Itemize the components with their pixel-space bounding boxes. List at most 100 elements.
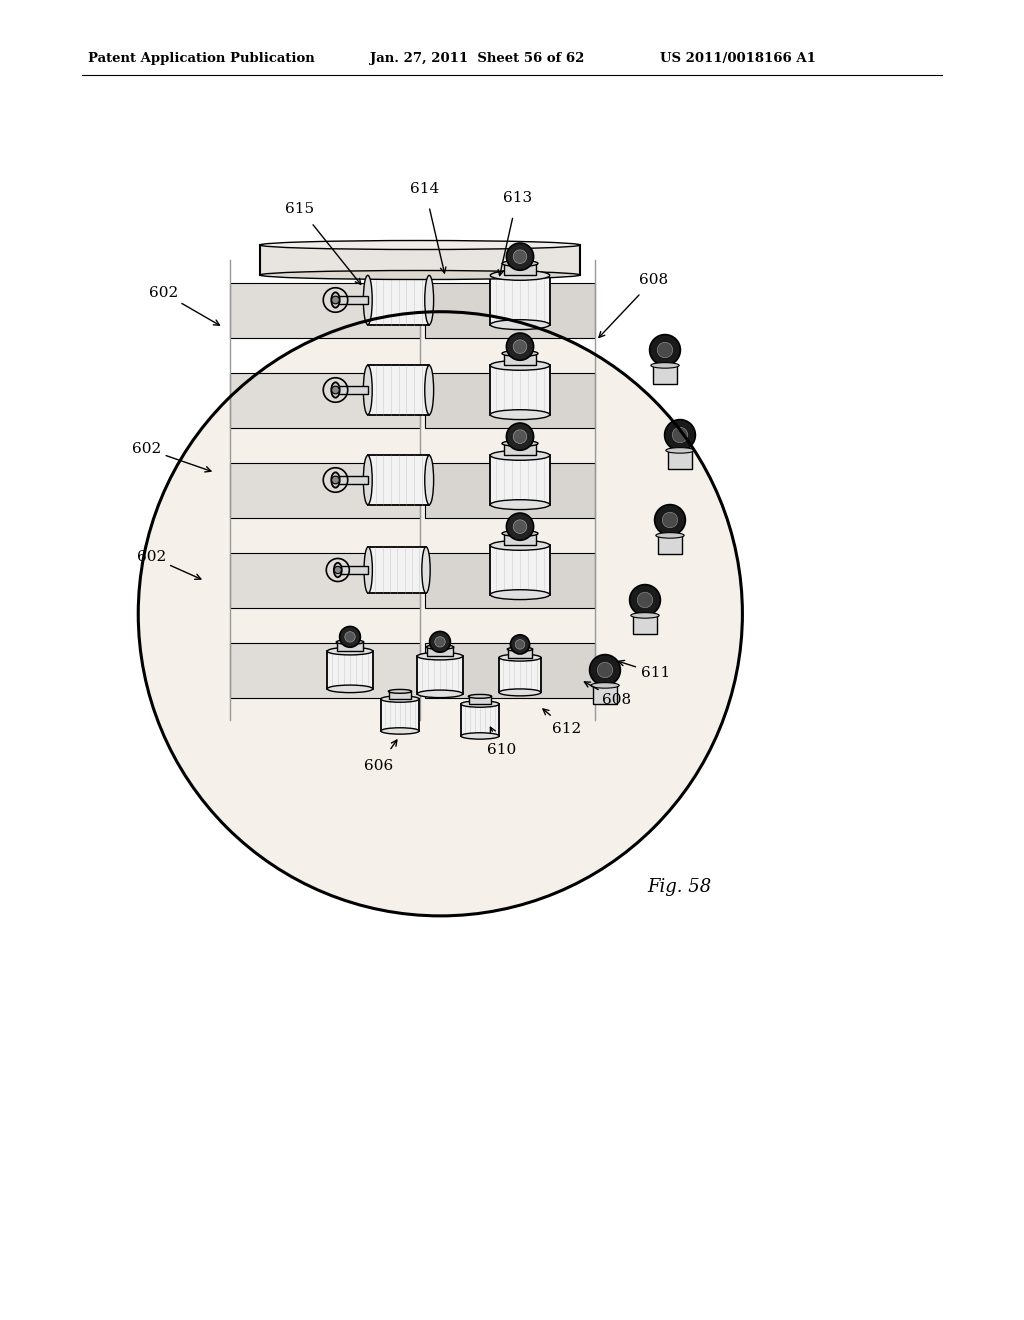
Bar: [490, 276, 550, 325]
Ellipse shape: [502, 351, 538, 356]
Circle shape: [345, 632, 355, 642]
Bar: [230, 282, 420, 338]
Bar: [368, 276, 429, 325]
Bar: [338, 566, 369, 574]
Ellipse shape: [332, 292, 340, 308]
Circle shape: [513, 339, 526, 354]
Text: 602: 602: [137, 550, 166, 564]
Bar: [260, 246, 580, 275]
Text: 611: 611: [641, 667, 670, 680]
Bar: [490, 545, 550, 594]
Ellipse shape: [364, 366, 372, 414]
Bar: [504, 354, 537, 366]
Bar: [338, 642, 362, 651]
Text: 612: 612: [552, 722, 581, 735]
Ellipse shape: [260, 271, 580, 280]
Bar: [499, 657, 541, 693]
Ellipse shape: [490, 271, 550, 280]
Text: 602: 602: [150, 286, 178, 300]
Bar: [504, 444, 537, 455]
Bar: [425, 282, 595, 338]
Ellipse shape: [490, 540, 550, 550]
Bar: [504, 264, 537, 276]
Bar: [425, 462, 595, 517]
Ellipse shape: [425, 455, 433, 504]
Bar: [504, 533, 537, 545]
Circle shape: [515, 640, 524, 649]
Bar: [509, 649, 531, 657]
Ellipse shape: [490, 450, 550, 461]
Bar: [417, 656, 463, 694]
Bar: [593, 685, 617, 704]
Circle shape: [334, 566, 341, 574]
Bar: [490, 455, 550, 504]
Ellipse shape: [490, 319, 550, 330]
Ellipse shape: [328, 647, 373, 655]
Text: Jan. 27, 2011  Sheet 56 of 62: Jan. 27, 2011 Sheet 56 of 62: [370, 51, 585, 65]
Text: 613: 613: [503, 191, 531, 205]
Ellipse shape: [381, 696, 419, 702]
Circle shape: [332, 477, 339, 484]
Text: Patent Application Publication: Patent Application Publication: [88, 51, 314, 65]
Ellipse shape: [328, 685, 373, 693]
Ellipse shape: [381, 727, 419, 734]
Bar: [461, 704, 500, 737]
Bar: [469, 697, 490, 704]
Ellipse shape: [332, 473, 340, 487]
Circle shape: [513, 430, 526, 444]
Ellipse shape: [422, 546, 430, 593]
Text: 602: 602: [132, 442, 161, 455]
Circle shape: [637, 593, 652, 607]
Bar: [652, 366, 677, 384]
Circle shape: [663, 512, 678, 528]
Bar: [425, 553, 595, 607]
Ellipse shape: [332, 383, 340, 397]
Ellipse shape: [499, 655, 541, 661]
Ellipse shape: [502, 441, 538, 446]
Ellipse shape: [499, 689, 541, 696]
Ellipse shape: [507, 647, 532, 651]
Circle shape: [332, 387, 339, 393]
Ellipse shape: [336, 640, 364, 644]
Ellipse shape: [502, 260, 538, 267]
Ellipse shape: [388, 689, 412, 693]
Text: 615: 615: [286, 202, 314, 215]
Ellipse shape: [364, 455, 372, 504]
Ellipse shape: [591, 682, 620, 688]
Ellipse shape: [426, 644, 454, 649]
Bar: [230, 553, 420, 607]
Circle shape: [654, 504, 685, 536]
Ellipse shape: [490, 590, 550, 599]
Bar: [336, 475, 368, 484]
Ellipse shape: [461, 733, 500, 739]
Circle shape: [665, 420, 695, 450]
Text: 614: 614: [411, 182, 439, 195]
Bar: [389, 692, 411, 700]
Ellipse shape: [631, 612, 659, 618]
Bar: [336, 385, 368, 395]
Circle shape: [649, 334, 680, 366]
Bar: [230, 643, 420, 697]
Ellipse shape: [655, 533, 684, 539]
Ellipse shape: [461, 701, 500, 708]
Bar: [657, 536, 682, 554]
Circle shape: [507, 513, 534, 540]
Text: 608: 608: [639, 273, 668, 286]
Ellipse shape: [425, 276, 433, 325]
Bar: [230, 372, 420, 428]
Ellipse shape: [468, 694, 492, 698]
Text: 610: 610: [487, 743, 516, 756]
Bar: [425, 643, 595, 697]
Circle shape: [590, 655, 621, 685]
Text: US 2011/0018166 A1: US 2011/0018166 A1: [660, 51, 816, 65]
Circle shape: [510, 635, 529, 653]
Ellipse shape: [417, 652, 463, 660]
Circle shape: [657, 342, 673, 358]
Bar: [368, 366, 429, 414]
Ellipse shape: [490, 500, 550, 510]
Circle shape: [597, 663, 612, 677]
Ellipse shape: [334, 562, 342, 577]
Ellipse shape: [490, 409, 550, 420]
Circle shape: [340, 627, 360, 647]
Bar: [369, 546, 426, 593]
